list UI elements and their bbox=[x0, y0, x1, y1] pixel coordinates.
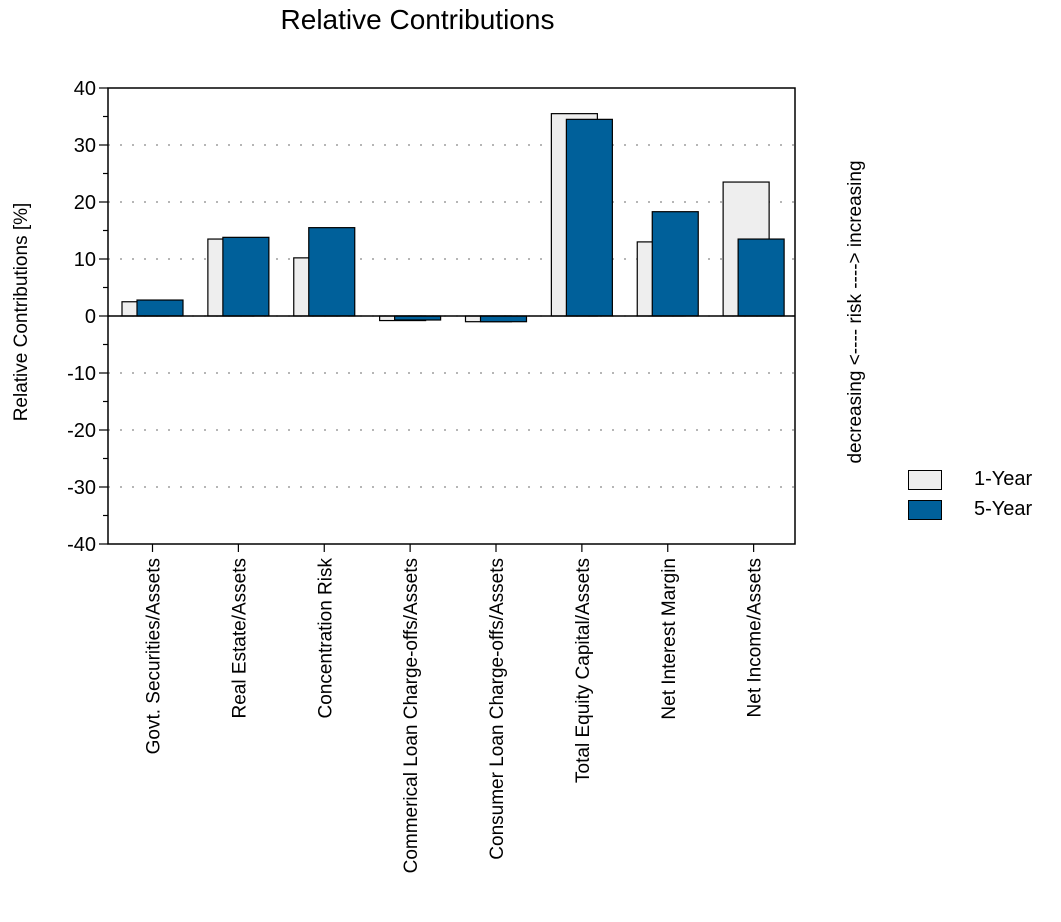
x-tick-label-real-estate-assets: Real Estate/Assets bbox=[229, 558, 250, 719]
bar-5-year-consumer-loan-charge-offs-assets bbox=[479, 315, 528, 323]
bar-5-year-total-equity-capital-assets bbox=[565, 118, 613, 317]
y-tick-label: 30 bbox=[74, 135, 96, 157]
x-tick-label-total-equity-capital-assets: Total Equity Capital/Assets bbox=[573, 558, 594, 783]
bar-5-year-concentration-risk bbox=[308, 227, 356, 317]
x-tick-label-govt-securities-assets: Govt. Securities/Assets bbox=[144, 558, 165, 754]
risk-direction-label: decreasing <---- risk ----> increasing bbox=[845, 160, 866, 464]
legend-swatch-5-year bbox=[908, 500, 942, 520]
x-tick-label-commerical-loan-charge-offs-assets: Commerical Loan Charge-offs/Assets bbox=[401, 558, 422, 873]
y-tick-label: 40 bbox=[74, 78, 96, 100]
y-axis-label: Relative Contributions [%] bbox=[11, 202, 32, 422]
chart-title: Relative Contributions bbox=[280, 4, 555, 35]
x-tick-label-net-income-assets: Net Income/Assets bbox=[745, 558, 766, 717]
y-tick-label: 10 bbox=[74, 249, 96, 271]
y-tick-label: -10 bbox=[67, 363, 96, 385]
bar-5-year-net-interest-margin bbox=[651, 211, 699, 317]
y-tick-label: -20 bbox=[67, 420, 96, 442]
bar-5-year-real-estate-assets bbox=[222, 236, 270, 317]
bar-5-year-govt-securities-assets bbox=[136, 299, 184, 317]
bar-5-year-net-income-assets bbox=[737, 238, 785, 317]
y-tick-label: -40 bbox=[67, 534, 96, 556]
y-tick-label: 0 bbox=[85, 306, 96, 328]
legend-label-1-year: 1-Year bbox=[974, 468, 1033, 490]
legend-label-5-year: 5-Year bbox=[974, 498, 1033, 520]
y-tick-label: -30 bbox=[67, 477, 96, 499]
x-tick-label-consumer-loan-charge-offs-assets: Consumer Loan Charge-offs/Assets bbox=[487, 558, 508, 860]
y-tick-label: 20 bbox=[74, 192, 96, 214]
x-tick-label-concentration-risk: Concentration Risk bbox=[315, 558, 336, 719]
legend-swatch-1-year bbox=[908, 470, 942, 490]
x-tick-label-net-interest-margin: Net Interest Margin bbox=[659, 558, 680, 720]
